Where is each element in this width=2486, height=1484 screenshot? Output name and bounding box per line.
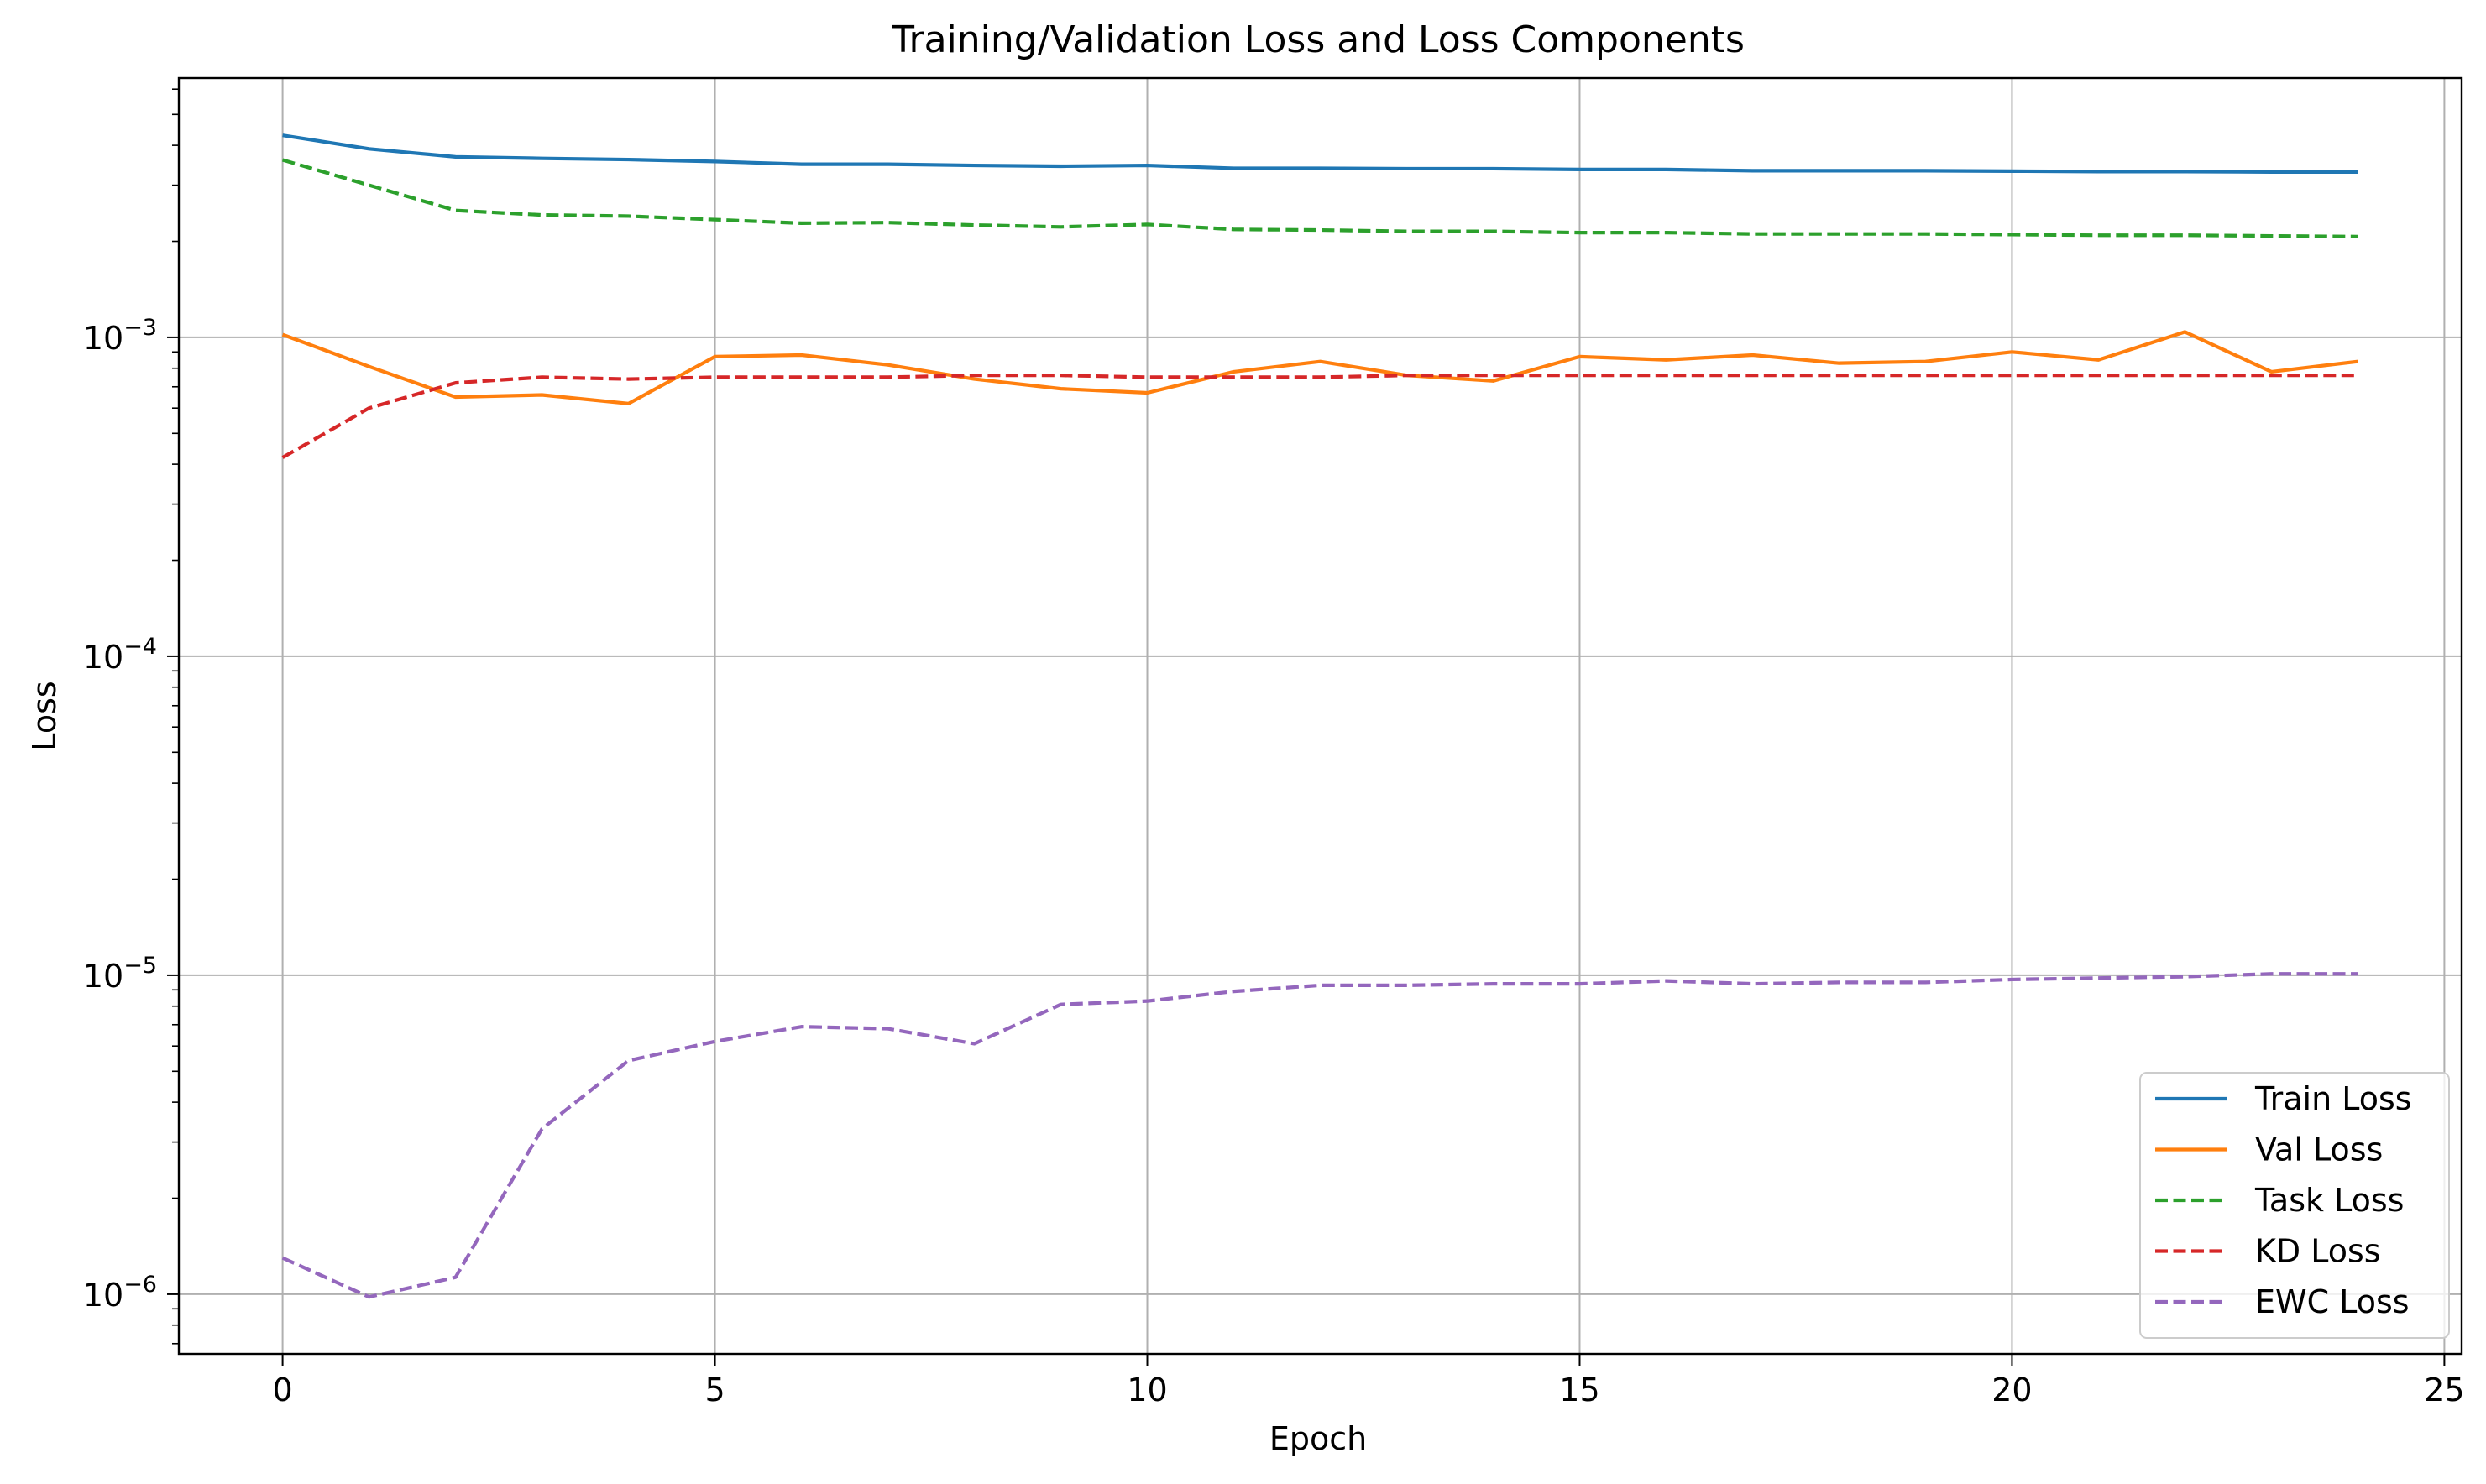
series-lines	[281, 133, 2358, 1299]
series-line-train-loss	[282, 133, 2358, 174]
legend-label: EWC Loss	[2255, 1283, 2410, 1320]
y-minor-ticks	[172, 88, 179, 1345]
legend-label: Train Loss	[2254, 1080, 2412, 1117]
grid-lines	[179, 78, 2462, 1354]
plot-frame	[177, 76, 2463, 1356]
x-axis-ticks: 0 5 10 15 20 25	[272, 1354, 2465, 1408]
x-tick-label: 25	[2424, 1372, 2464, 1408]
y-tick-label: 10−4	[83, 634, 157, 676]
legend-label: Task Loss	[2254, 1182, 2404, 1219]
legend-label: Val Loss	[2255, 1131, 2383, 1168]
x-tick-label: 0	[272, 1372, 292, 1408]
x-tick-label: 20	[1991, 1372, 2032, 1408]
y-tick-label: 10−6	[83, 1272, 157, 1314]
legend-box	[2139, 1072, 2450, 1339]
x-tick-label: 10	[1127, 1372, 1167, 1408]
y-tick-exponent: −6	[123, 1272, 157, 1298]
y-tick-exponent: −5	[123, 953, 157, 979]
legend: Train Loss Val Loss Task Loss KD Loss EWC Lo…	[2139, 1072, 2450, 1339]
y-tick-exponent: −3	[123, 315, 157, 341]
series-line-ewc-loss	[281, 972, 2358, 1299]
y-tick-base: 10	[83, 958, 123, 995]
y-axis-label: Loss	[26, 681, 63, 750]
y-tick-base: 10	[83, 320, 123, 357]
y-tick-exponent: −4	[123, 634, 157, 660]
x-tick-label: 5	[704, 1372, 725, 1408]
series-line-val-loss	[281, 330, 2358, 405]
legend-label: KD Loss	[2255, 1233, 2381, 1270]
y-tick-label: 10−5	[83, 953, 157, 995]
y-tick-label: 10−3	[83, 315, 157, 357]
y-tick-base: 10	[83, 639, 123, 676]
x-axis-label: Epoch	[1269, 1420, 1367, 1457]
y-axis-ticks: 10−610−510−410−3	[83, 315, 179, 1314]
x-tick-label: 15	[1559, 1372, 1599, 1408]
series-line-kd-loss	[281, 374, 2358, 459]
y-tick-base: 10	[83, 1277, 123, 1314]
chart-title: Training/Validation Loss and Loss Compon…	[891, 18, 1745, 61]
series-line-task-loss	[282, 158, 2358, 238]
